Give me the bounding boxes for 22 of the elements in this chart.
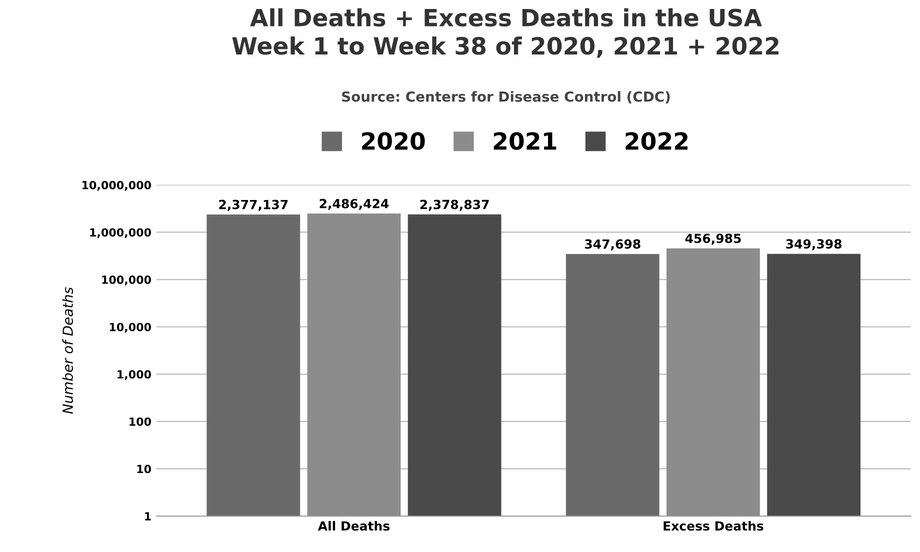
data-label: 456,985: [685, 234, 741, 245]
y-tick-label: 100: [130, 417, 152, 426]
y-tick-label: 10,000: [110, 322, 152, 333]
y-tick-label: 1: [145, 512, 151, 520]
legend-label: 2020: [362, 132, 425, 150]
legend-label: 2022: [626, 132, 688, 150]
y-tick-label: 1,000: [118, 370, 152, 380]
chart-title: All Deaths + Excess Deaths in the USA Week 1 to Week 38 of 2020, 2021 + 2022: [232, 8, 778, 58]
y-axis-title: Number of Deaths: [62, 287, 74, 414]
y-tick-label: 100,000: [102, 276, 152, 286]
data-label: 349,398: [786, 239, 842, 250]
data-label: 2,378,837: [420, 200, 489, 211]
y-tick-label: 10,000,000: [82, 180, 152, 191]
chart-subtitle: Source: Centers for Disease Control (CDC): [342, 91, 670, 104]
legend-label: 2021: [494, 132, 556, 150]
y-tick-label: 1,000,000: [90, 228, 152, 238]
x-tick-label: Excess Deaths: [664, 520, 764, 531]
data-label: 2,486,424: [320, 198, 389, 210]
y-tick-label: 10: [137, 464, 152, 474]
x-tick-label: All Deaths: [318, 520, 390, 531]
data-label: 2,377,137: [219, 200, 288, 211]
data-label: 347,698: [585, 239, 640, 250]
